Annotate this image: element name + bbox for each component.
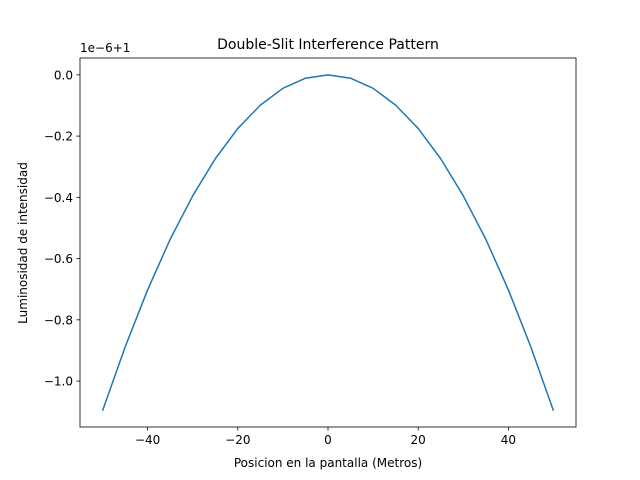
x-tick-label-1: −20 <box>225 433 250 447</box>
y-tick-label-2: −0.4 <box>44 191 73 205</box>
chart-title: Double-Slit Interference Pattern <box>217 37 439 53</box>
y-axis-label: Luminosidad de intensidad <box>16 162 30 324</box>
y-tick-label-3: −0.6 <box>44 252 73 266</box>
x-axis-label: Posicion en la pantalla (Metros) <box>234 456 422 470</box>
plot-area: −40 −20 0 20 40 0.0 −0.2 −0.4 −0.6 −0.8 −1.0 <box>44 57 577 447</box>
y-tick-label-1: −0.2 <box>44 130 73 144</box>
series-line-0 <box>101 74 555 412</box>
x-tick-label-3: 20 <box>411 433 426 447</box>
x-tick-label-2: 0 <box>324 433 332 447</box>
x-tick-label-4: 40 <box>501 433 516 447</box>
y-tick-label-5: −1.0 <box>44 375 73 389</box>
y-tick-label-4: −0.8 <box>44 313 73 327</box>
x-tick-label-0: −40 <box>135 433 160 447</box>
y-tick-label-0: 0.0 <box>54 68 73 82</box>
y-offset-label: 1e−6+1 <box>80 41 130 55</box>
